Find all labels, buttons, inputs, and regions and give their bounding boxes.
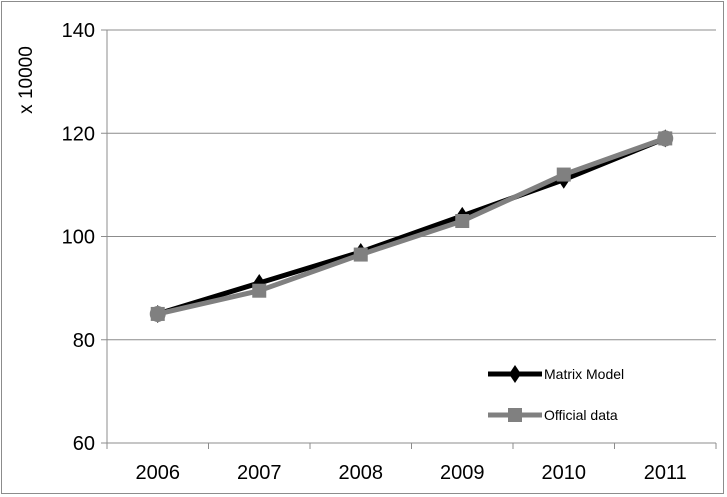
legend-swatch-marker bbox=[509, 365, 521, 383]
x-tick-label: 2009 bbox=[440, 462, 485, 484]
endpoint-markers bbox=[149, 130, 674, 322]
y-tick-label: 60 bbox=[73, 433, 95, 455]
series-line bbox=[155, 135, 668, 317]
legend-item-official-data: Official data bbox=[488, 407, 618, 423]
x-tick-labels: 2006 2007 2008 2009 2010 2011 bbox=[106, 443, 717, 484]
y-tick-label: 100 bbox=[62, 227, 95, 249]
y-tick-label: 140 bbox=[62, 20, 95, 42]
x-tick-label: 2010 bbox=[542, 462, 587, 484]
data-point bbox=[455, 214, 470, 229]
series-matrix-model bbox=[151, 129, 672, 323]
data-point bbox=[252, 283, 267, 298]
series bbox=[149, 129, 674, 323]
data-point bbox=[556, 167, 571, 182]
x-tick-label: 2007 bbox=[237, 462, 282, 484]
series-line bbox=[155, 135, 668, 317]
y-tick-label: 80 bbox=[73, 330, 95, 352]
data-point bbox=[657, 130, 674, 147]
x-tick-label: 2006 bbox=[136, 462, 181, 484]
data-point bbox=[149, 305, 166, 322]
y-tick-labels: 60 80 100 120 140 bbox=[62, 20, 95, 455]
y-axis-label: x 10000 bbox=[16, 46, 37, 114]
x-tick-label: 2008 bbox=[339, 462, 384, 484]
legend-label: Matrix Model bbox=[544, 366, 624, 382]
legend-label: Official data bbox=[544, 407, 618, 423]
legend-item-matrix-model: Matrix Model bbox=[488, 365, 624, 383]
x-tick-label: 2011 bbox=[644, 462, 687, 484]
data-point bbox=[353, 247, 368, 262]
y-tick-label: 120 bbox=[62, 123, 95, 145]
legend: Matrix Model Official data bbox=[488, 365, 624, 423]
legend-swatch-marker bbox=[508, 408, 522, 422]
